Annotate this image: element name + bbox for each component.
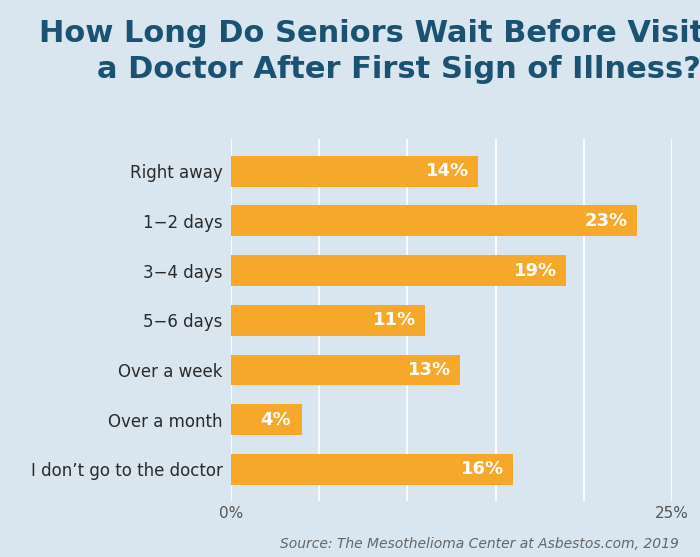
Text: Source: The Mesothelioma Center at Asbestos.com, 2019: Source: The Mesothelioma Center at Asbes… bbox=[280, 538, 679, 551]
Text: 13%: 13% bbox=[408, 361, 452, 379]
Text: 4%: 4% bbox=[260, 411, 291, 429]
Bar bbox=[231, 206, 637, 236]
Text: 16%: 16% bbox=[461, 461, 505, 478]
Bar bbox=[231, 355, 461, 385]
Text: 23%: 23% bbox=[584, 212, 628, 230]
Bar bbox=[231, 255, 566, 286]
Bar bbox=[231, 305, 425, 336]
Bar bbox=[231, 404, 302, 435]
Text: 14%: 14% bbox=[426, 162, 469, 180]
Text: How Long Do Seniors Wait Before Visiting
a Doctor After First Sign of Illness?: How Long Do Seniors Wait Before Visiting… bbox=[39, 19, 700, 85]
Text: 19%: 19% bbox=[514, 262, 557, 280]
Bar bbox=[231, 156, 478, 187]
Bar bbox=[231, 454, 513, 485]
Text: 11%: 11% bbox=[373, 311, 416, 329]
